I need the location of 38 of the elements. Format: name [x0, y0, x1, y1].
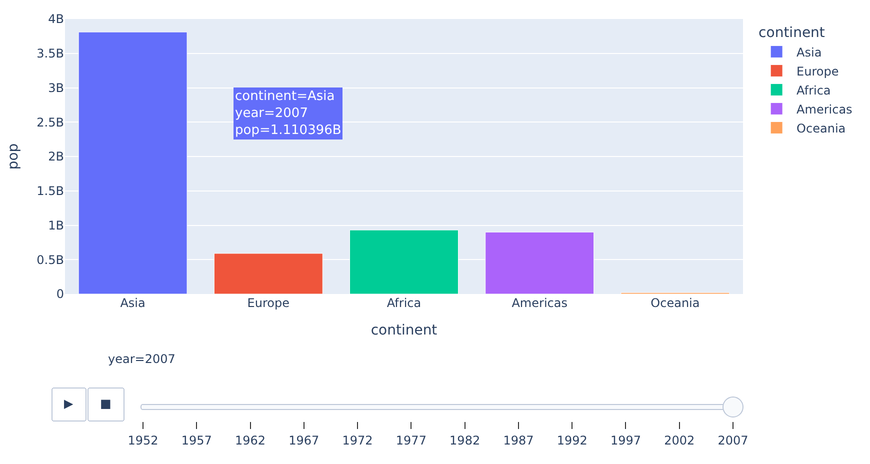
legend-label: Oceania — [796, 121, 846, 136]
y-tick-label: 1B — [48, 218, 64, 232]
x-tick-label: Americas — [512, 296, 568, 310]
text: 2002 — [664, 434, 695, 448]
x-axis-title: continent — [370, 322, 438, 338]
text: 1992 — [556, 434, 588, 448]
y-tick-label: 2B — [48, 150, 64, 164]
legend-label: Americas — [796, 102, 852, 116]
text: 1997 — [610, 434, 641, 448]
text: 1982 — [450, 434, 480, 448]
legend-label: Asia — [796, 45, 822, 60]
annotation: continent=Asia year=2007 pop=1.110396B — [235, 89, 342, 138]
text: 1967 — [288, 434, 320, 448]
x-tick-label: Africa — [386, 296, 422, 310]
text: 1952 — [128, 434, 158, 448]
x-tick-label: Europe — [247, 296, 290, 310]
text: year=2007 — [108, 352, 176, 366]
legend-title: continent — [758, 25, 826, 42]
y-tick-label: 1.5B — [36, 184, 64, 198]
y-tick-label: 2.5B — [36, 115, 64, 130]
legend-label: Europe — [796, 64, 839, 78]
y-axis-title: pop — [5, 143, 22, 170]
y-tick-label: 4B — [48, 12, 64, 26]
y-tick-label: 3.5B — [36, 46, 64, 61]
x-tick-label: Asia — [120, 296, 146, 310]
text: 1957 — [181, 434, 212, 448]
text: ■ — [100, 396, 112, 410]
y-tick-label: 0 — [56, 287, 64, 302]
legend-label: Africa — [796, 83, 831, 98]
y-tick-label: 0.5B — [36, 252, 64, 267]
text: 1972 — [342, 434, 373, 448]
text: 2007 — [718, 434, 748, 448]
text: ▶ — [64, 396, 74, 410]
text: 1977 — [396, 434, 426, 448]
text: 1962 — [235, 434, 266, 448]
x-tick-label: Oceania — [650, 296, 700, 310]
y-tick-label: 3B — [48, 80, 64, 95]
text: 1987 — [503, 434, 534, 448]
